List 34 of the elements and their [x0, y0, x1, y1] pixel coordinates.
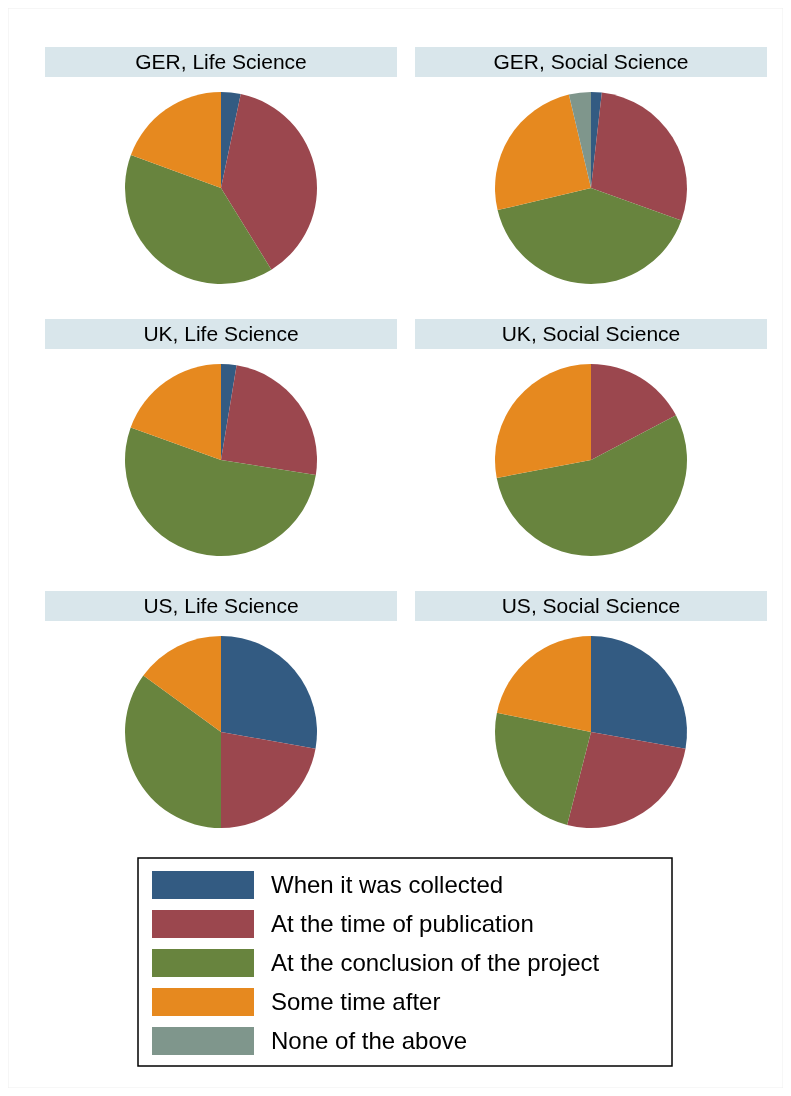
- pie-slice: [221, 636, 317, 749]
- pie-slice: [221, 732, 316, 828]
- pie-slice: [495, 94, 591, 211]
- pie-slice: [130, 92, 221, 188]
- chart-title: GER, Life Science: [135, 50, 307, 73]
- pie-slice: [143, 636, 221, 732]
- pie-slice: [591, 636, 687, 749]
- pie-slice: [568, 92, 591, 188]
- pie-slice: [221, 364, 237, 460]
- legend-label: At the conclusion of the project: [271, 949, 600, 976]
- pie-slice: [221, 365, 317, 476]
- pie-slice: [125, 427, 316, 556]
- pie-slice: [496, 636, 591, 732]
- legend-label: At the time of publication: [271, 910, 534, 937]
- pie-slice: [125, 675, 221, 828]
- chart-title: US, Life Science: [143, 594, 299, 617]
- pie-slice: [125, 154, 272, 284]
- legend-label: Some time after: [271, 988, 441, 1015]
- chart-title: UK, Social Science: [501, 322, 681, 345]
- legend-label: When it was collected: [271, 871, 504, 898]
- pie-slice: [591, 364, 676, 460]
- pie-slice: [496, 415, 687, 556]
- pie-slice: [567, 732, 686, 828]
- pie-slice: [495, 364, 591, 478]
- pie-slice: [130, 364, 221, 460]
- chart-title: US, Social Science: [501, 594, 681, 617]
- chart-title: UK, Life Science: [143, 322, 299, 345]
- pie-slice: [221, 92, 241, 188]
- pie-slice: [497, 188, 682, 284]
- pie-slice: [221, 94, 317, 270]
- pie-slice: [591, 92, 687, 221]
- legend-label: None of the above: [271, 1027, 468, 1054]
- pie-slice: [495, 712, 591, 825]
- chart-title: GER, Social Science: [493, 50, 689, 73]
